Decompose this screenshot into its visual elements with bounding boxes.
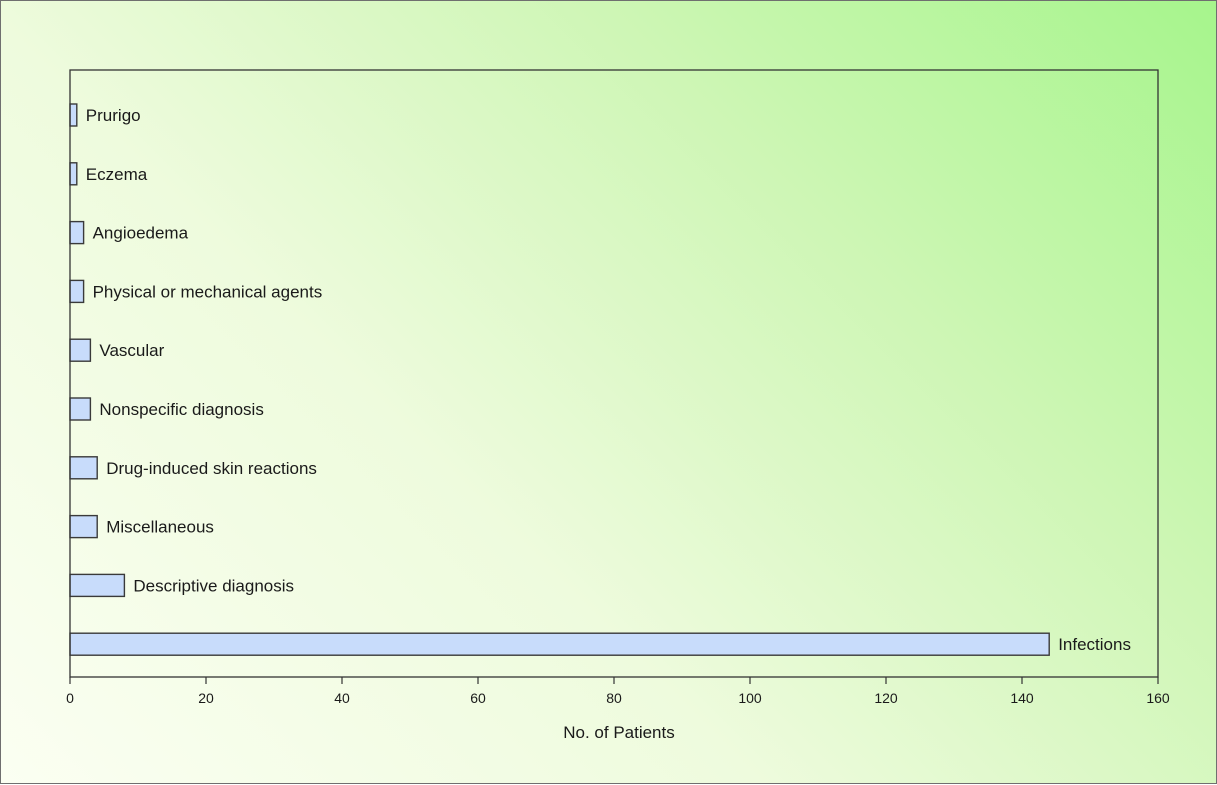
bar-prurigo [70, 104, 77, 126]
bars-layer [70, 104, 1049, 655]
x-tick-label: 100 [738, 690, 762, 706]
bar-category-label: Drug-induced skin reactions [106, 459, 317, 478]
bar-descriptive-diagnosis [70, 574, 124, 596]
x-tick-label: 80 [606, 690, 622, 706]
bar-category-label: Physical or mechanical agents [93, 282, 323, 301]
bar-angioedema [70, 222, 84, 244]
bar-vascular [70, 339, 90, 361]
bar-category-label: Angioedema [93, 224, 189, 243]
bar-nonspecific-diagnosis [70, 398, 90, 420]
bar-category-label: Descriptive diagnosis [133, 576, 294, 595]
x-tick-label: 20 [198, 690, 214, 706]
bar-infections [70, 633, 1049, 655]
x-axis-title: No. of Patients [563, 723, 675, 742]
bar-miscellaneous [70, 516, 97, 538]
x-tick-label: 40 [334, 690, 350, 706]
x-tick-label: 0 [66, 690, 74, 706]
x-tick-label: 140 [1010, 690, 1034, 706]
bar-category-label: Miscellaneous [106, 518, 214, 537]
bar-physical-or-mechanical-agents [70, 280, 84, 302]
x-tick-label: 120 [874, 690, 898, 706]
x-tick-label: 160 [1146, 690, 1170, 706]
bar-drug-induced-skin-reactions [70, 457, 97, 479]
x-axis-ticks: 0 20 40 60 80 100 120 140 160 [66, 677, 1170, 706]
bar-category-label: Eczema [86, 165, 148, 184]
x-tick-label: 60 [470, 690, 486, 706]
bar-category-label: Nonspecific diagnosis [99, 400, 263, 419]
bar-category-label: Infections [1058, 635, 1131, 654]
bar-category-label: Prurigo [86, 106, 141, 125]
bar-category-label: Vascular [99, 341, 164, 360]
bar-eczema [70, 163, 77, 185]
bar-labels-layer: Prurigo Eczema Angioedema Physical or mecha… [86, 106, 1131, 654]
